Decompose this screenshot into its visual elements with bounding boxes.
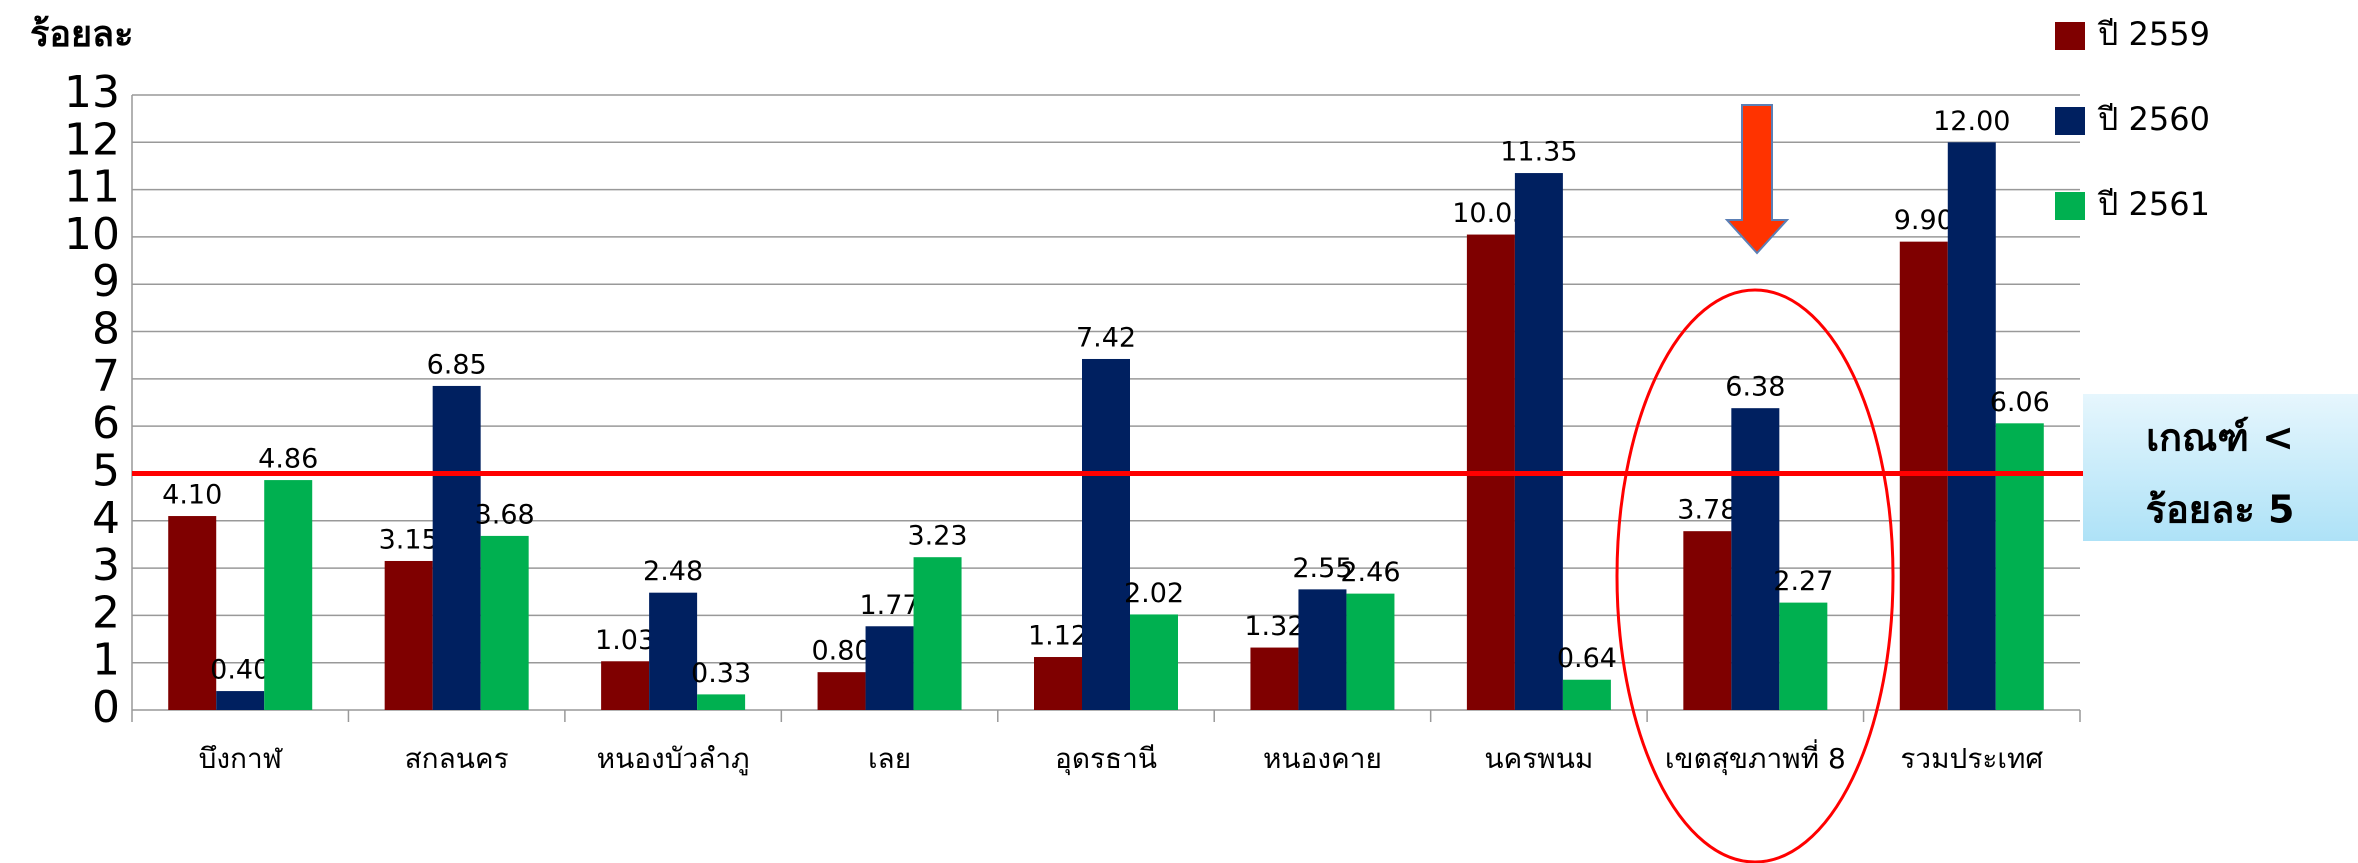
bar bbox=[913, 557, 962, 710]
y-tick-label: 9 bbox=[92, 256, 120, 307]
x-tick-label: บึงกาฬ bbox=[199, 742, 283, 775]
legend-swatch bbox=[2055, 107, 2085, 135]
y-tick-label: 1 bbox=[92, 635, 120, 686]
data-label: 0.80 bbox=[811, 636, 871, 667]
annotation-box bbox=[2083, 394, 2358, 541]
x-tick-label: หนองคาย bbox=[1263, 742, 1382, 775]
data-label: 2.55 bbox=[1292, 553, 1352, 584]
bar bbox=[480, 535, 529, 710]
y-tick-label: 0 bbox=[92, 682, 120, 733]
bar bbox=[817, 672, 866, 710]
data-label: 1.03 bbox=[595, 625, 655, 656]
data-label: 0.40 bbox=[210, 655, 270, 686]
bar bbox=[1731, 408, 1780, 710]
x-tick-label: นครพนม bbox=[1484, 742, 1593, 775]
bar bbox=[697, 694, 746, 710]
bar bbox=[216, 691, 265, 710]
data-label: 2.46 bbox=[1340, 557, 1400, 588]
bar bbox=[1130, 614, 1178, 710]
arrow bbox=[1724, 104, 1790, 255]
y-axis-title: ร้อยละ bbox=[30, 14, 133, 55]
y-tick-label: 4 bbox=[92, 493, 120, 544]
bar bbox=[601, 661, 650, 710]
annotation: เกณฑ์ < bbox=[2146, 416, 2294, 460]
data-label: 2.27 bbox=[1773, 566, 1833, 597]
bar bbox=[432, 385, 481, 710]
legend-label: ปี 2561 bbox=[2097, 185, 2210, 223]
y-tick-label: 8 bbox=[92, 304, 120, 355]
data-label: 12.00 bbox=[1933, 106, 2010, 137]
y-tick-label: 6 bbox=[92, 398, 120, 449]
annotation: ร้อยละ 5 bbox=[2146, 488, 2295, 532]
data-label: 3.68 bbox=[475, 499, 535, 530]
bar bbox=[1082, 358, 1130, 710]
legend-swatch bbox=[2055, 192, 2085, 220]
plot: 012345678910111213บึงกาฬ4.100.404.86สกลน… bbox=[64, 67, 2081, 776]
data-label: 2.48 bbox=[643, 556, 703, 587]
bar bbox=[1514, 173, 1563, 711]
y-tick-label: 7 bbox=[92, 351, 120, 402]
data-label: 7.42 bbox=[1076, 322, 1136, 353]
bar bbox=[1779, 602, 1828, 710]
data-label: 0.33 bbox=[691, 658, 751, 689]
bar bbox=[168, 516, 217, 710]
data-label: 0.64 bbox=[1557, 643, 1617, 674]
x-tick-label: สกลนคร bbox=[405, 742, 509, 775]
bar bbox=[865, 626, 914, 710]
data-label: 3.78 bbox=[1677, 495, 1737, 526]
data-label: 2.02 bbox=[1124, 578, 1184, 609]
legend-label: ปี 2560 bbox=[2097, 100, 2210, 138]
data-label: 1.77 bbox=[859, 590, 919, 621]
bar bbox=[1683, 531, 1732, 710]
bar bbox=[1346, 593, 1395, 710]
data-label: 6.38 bbox=[1725, 372, 1785, 403]
bar bbox=[649, 592, 698, 710]
y-tick-label: 2 bbox=[92, 587, 120, 638]
bar bbox=[1250, 647, 1299, 710]
x-tick-label: รวมประเทศ bbox=[1900, 742, 2043, 775]
data-label: 4.10 bbox=[162, 480, 222, 511]
data-label: 1.32 bbox=[1244, 611, 1304, 642]
bar bbox=[1995, 423, 2044, 710]
data-label: 9.90 bbox=[1894, 205, 1954, 236]
legend-label: ปี 2559 bbox=[2097, 15, 2210, 53]
x-tick-label: อุดรธานี bbox=[1055, 742, 1157, 776]
bar bbox=[1298, 589, 1347, 710]
data-label: 6.06 bbox=[1990, 387, 2050, 418]
data-label: 3.15 bbox=[379, 524, 439, 555]
bar bbox=[1034, 657, 1082, 710]
y-tick-label: 3 bbox=[92, 540, 120, 591]
bar bbox=[384, 560, 433, 710]
x-tick-label: เลย bbox=[868, 742, 911, 775]
bar bbox=[1947, 142, 1996, 711]
y-tick-label: 13 bbox=[64, 67, 120, 118]
x-tick-label: เขตสุขภาพที่ 8 bbox=[1665, 739, 1846, 776]
bar bbox=[1562, 679, 1611, 710]
data-label: 11.35 bbox=[1500, 137, 1577, 168]
bar bbox=[264, 480, 313, 710]
x-tick-label: หนองบัวลำภู bbox=[597, 742, 750, 776]
data-label: 6.85 bbox=[427, 349, 487, 380]
y-tick-label: 10 bbox=[64, 209, 120, 260]
y-tick-label: 11 bbox=[64, 162, 120, 213]
data-label: 4.86 bbox=[258, 444, 318, 475]
data-label: 3.23 bbox=[907, 521, 967, 552]
data-label: 1.12 bbox=[1028, 621, 1088, 652]
y-tick-label: 5 bbox=[92, 445, 120, 496]
highlight-ellipse bbox=[1615, 288, 1895, 863]
y-tick-label: 12 bbox=[64, 114, 120, 165]
legend-swatch bbox=[2055, 22, 2085, 50]
